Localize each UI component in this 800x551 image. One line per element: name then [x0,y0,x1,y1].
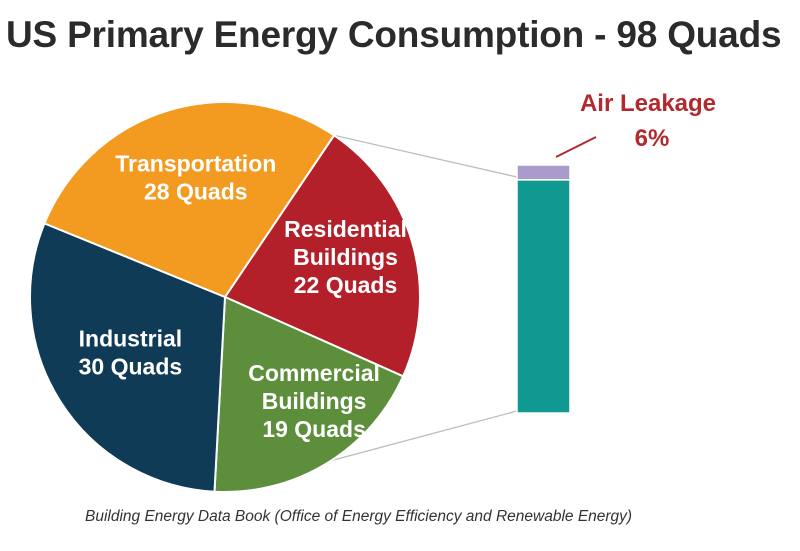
pie-slice-commercial [213,295,405,494]
pie-label-industrial: 30 Quads [79,353,183,379]
pie-slice-transportation [43,101,336,299]
pie-label-residential: 22 Quads [294,272,398,298]
bar-segment-air-leakage [516,164,571,181]
pie-label-transportation: Transportation [115,150,276,176]
source-note: Building Energy Data Book (Office of Ene… [85,508,633,525]
pie-label-commercial: 19 Quads [262,416,366,442]
pie-label-residential: Residential [284,216,407,242]
connector-line-top [333,134,518,178]
air-leakage-callout: Air Leakage 6% [555,90,716,158]
pie-label-commercial: Commercial [248,360,380,386]
pie-label-transportation: 28 Quads [144,178,248,204]
pie-label-industrial: Industrial [79,325,183,351]
pie-slice-industrial [29,222,227,493]
chart-title: US Primary Energy Consumption - 98 Quads [6,14,782,55]
pie-label-residential: Buildings [293,244,398,270]
stacked-bar [516,164,571,414]
callout-label: Air Leakage [580,90,716,117]
pie-slice-residential [223,133,421,378]
callout-pointer-line [555,136,597,158]
callout-value: 6% [635,125,670,152]
pie-label-commercial: Buildings [262,388,367,414]
bar-segment-other [516,179,571,414]
